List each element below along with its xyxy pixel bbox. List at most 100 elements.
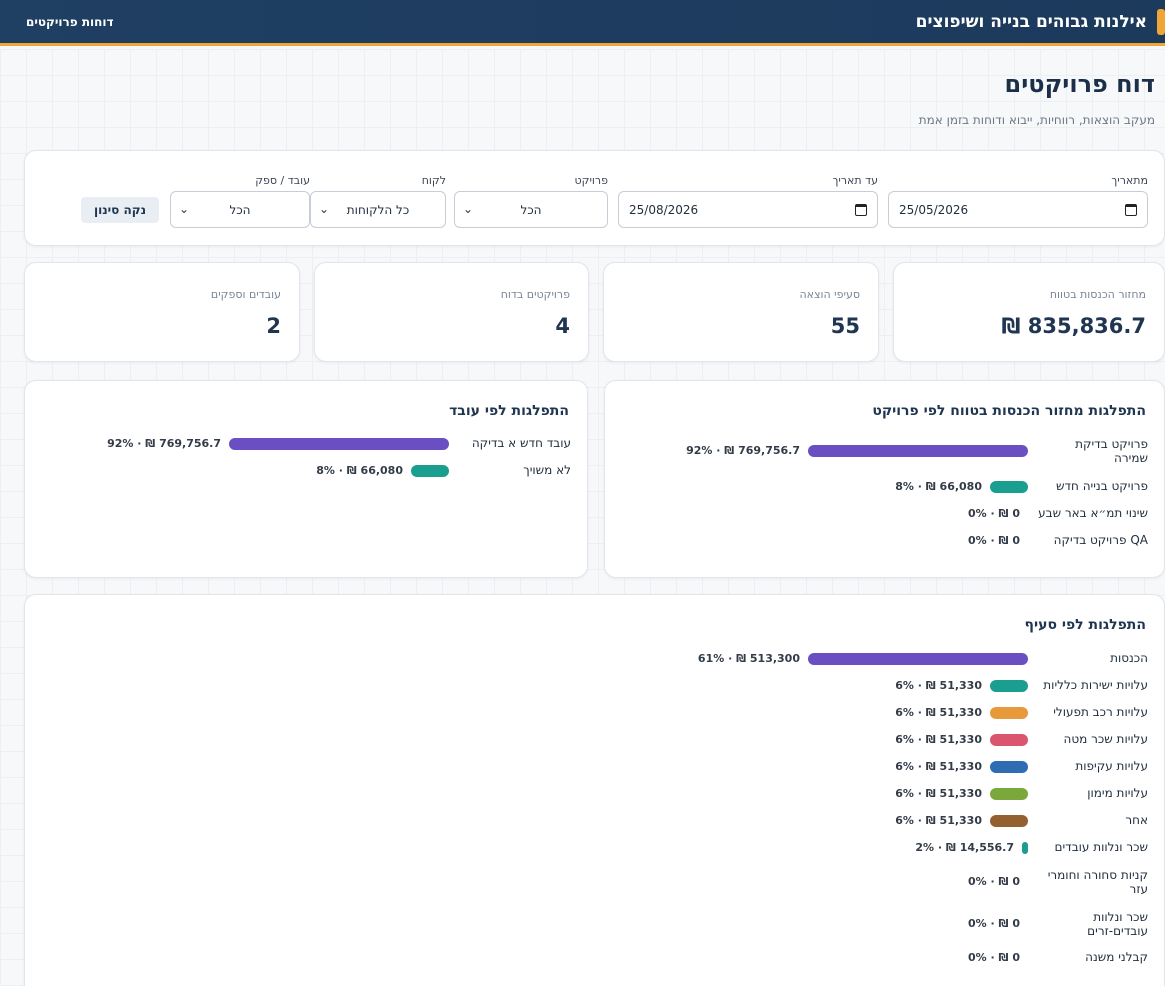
row-bar	[990, 481, 1028, 493]
row-value: 0 ₪ · 0%	[968, 875, 1020, 888]
breakdown-row: פרויקט בנייה חדש 66,080 ₪ · 8%	[605, 479, 1164, 499]
breakdown-row: שינוי תמ״א באר שבע 0 ₪ · 0%	[605, 506, 1164, 526]
row-bar	[990, 680, 1028, 692]
row-bar	[990, 815, 1028, 827]
client-select-value: כל הלקוחות	[346, 202, 410, 217]
row-bar	[808, 653, 1028, 665]
client-filter-label: לקוח	[421, 174, 446, 187]
breakdown-row: עלויות עקיפות 51,330 ₪ · 6%	[25, 759, 1164, 779]
row-bar	[808, 445, 1028, 457]
breakdown-row: שכר ונלוות עובדים 14,556.7 ₪ · 2%	[25, 840, 1164, 860]
from-date-value: 25/05/2026	[899, 202, 969, 217]
brand-accent	[1157, 8, 1165, 35]
stat-label: מחזור הכנסות בטווח	[1049, 288, 1146, 301]
client-select[interactable]: כל הלקוחות ⌄	[310, 191, 446, 228]
stat-value: 2	[266, 314, 281, 338]
chevron-down-icon: ⌄	[179, 202, 190, 216]
by-project-panel: התפלגות מחזור הכנסות בטווח לפי פרויקט פר…	[604, 380, 1165, 578]
page-subtitle: מעקב הוצאות, רווחיות, ייבוא ודוחות בזמן …	[918, 113, 1155, 127]
stat-label: פרויקטים בדוח	[500, 288, 570, 301]
filters-card: מתאריך 25/05/2026 עד תאריך 25/08/2026 פר…	[24, 150, 1165, 246]
chevron-down-icon: ⌄	[319, 202, 330, 216]
row-bar	[1022, 842, 1028, 854]
by-worker-panel: התפלגות לפי עובד עובד חדש א בדיקה 769,756…	[24, 380, 588, 578]
clear-filters-button[interactable]: נקה סינון	[81, 197, 159, 223]
row-value: 0 ₪ · 0%	[968, 917, 1020, 930]
row-bar	[990, 734, 1028, 746]
top-navbar: אילנות גבוהים בנייה ושיפוצים דוחות פרויק…	[0, 0, 1165, 46]
row-value: 14,556.7 ₪ · 2%	[915, 841, 1014, 854]
row-value: 51,330 ₪ · 6%	[895, 814, 982, 827]
row-label: שינוי תמ״א באר שבע	[1038, 506, 1148, 520]
row-value: 66,080 ₪ · 8%	[895, 480, 982, 493]
row-label: קניות סחורה וחומרי עזר	[1047, 868, 1148, 896]
project-select-value: הכל	[520, 202, 542, 217]
row-bar	[229, 438, 449, 450]
row-value: 51,330 ₪ · 6%	[895, 733, 982, 746]
row-value: 51,330 ₪ · 6%	[895, 706, 982, 719]
calendar-icon[interactable]	[1125, 203, 1137, 216]
breakdown-row: עלויות שכר מטה 51,330 ₪ · 6%	[25, 732, 1164, 752]
row-label: עלויות רכב תפעולי	[1053, 705, 1148, 719]
breakdown-row: קניות סחורה וחומרי עזר 0 ₪ · 0%	[25, 868, 1164, 896]
stat-label: עובדים וספקים	[210, 288, 281, 301]
to-date-value: 25/08/2026	[629, 202, 699, 217]
page-title: דוח פרויקטים	[1004, 70, 1155, 98]
stat-card-workers: עובדים וספקים 2	[24, 262, 300, 362]
row-value: 769,756.7 ₪ · 92%	[107, 437, 221, 450]
panel-title: התפלגות מחזור הכנסות בטווח לפי פרויקט	[872, 403, 1146, 419]
stat-value: 55	[830, 314, 860, 338]
from-date-label: מתאריך	[1111, 174, 1148, 187]
nav-link-project-reports[interactable]: דוחות פרויקטים	[26, 14, 114, 29]
row-bar	[990, 788, 1028, 800]
row-label: עלויות עקיפות	[1075, 759, 1148, 773]
by-category-panel: התפלגות לפי סעיף הכנסות 513,300 ₪ · 61% על…	[24, 594, 1165, 986]
stat-card-revenue: מחזור הכנסות בטווח 835,836.7 ₪	[893, 262, 1165, 362]
breakdown-row: עלויות מימון 51,330 ₪ · 6%	[25, 786, 1164, 806]
to-date-input[interactable]: 25/08/2026	[618, 191, 878, 228]
panel-title: התפלגות לפי סעיף	[1024, 617, 1146, 633]
breakdown-row: QA פרויקט בדיקה 0 ₪ · 0%	[605, 533, 1164, 553]
stat-card-projects: פרויקטים בדוח 4	[314, 262, 589, 362]
project-select[interactable]: הכל ⌄	[454, 191, 608, 228]
worker-filter-label: עובד / ספק	[255, 174, 310, 187]
breakdown-row: עובד חדש א בדיקה 769,756.7 ₪ · 92%	[25, 436, 587, 456]
row-value: 769,756.7 ₪ · 92%	[686, 444, 800, 457]
row-label: שכר ונלוות עובדים-זרים	[1087, 910, 1148, 938]
breakdown-row: שכר ונלוות עובדים-זרים 0 ₪ · 0%	[25, 910, 1164, 938]
row-label: עלויות מימון	[1087, 786, 1148, 800]
to-date-label: עד תאריך	[832, 174, 878, 187]
breakdown-row: עלויות ישירות כלליות 51,330 ₪ · 6%	[25, 678, 1164, 698]
row-label: לא משויך	[523, 463, 571, 477]
breakdown-row: פרויקט בדיקת שמירה 769,756.7 ₪ · 92%	[605, 437, 1164, 465]
breakdown-row: עלויות רכב תפעולי 51,330 ₪ · 6%	[25, 705, 1164, 725]
worker-select[interactable]: הכל ⌄	[170, 191, 310, 228]
breakdown-row: אחר 51,330 ₪ · 6%	[25, 813, 1164, 833]
row-value: 0 ₪ · 0%	[968, 507, 1020, 520]
row-label: הכנסות	[1110, 651, 1148, 665]
stat-value: 835,836.7 ₪	[1001, 314, 1146, 338]
row-bar	[990, 761, 1028, 773]
row-label: פרויקט בדיקת שמירה	[1075, 437, 1148, 465]
row-label: עלויות ישירות כלליות	[1043, 678, 1148, 692]
row-label: קבלני משנה	[1085, 950, 1148, 964]
breakdown-row: הכנסות 513,300 ₪ · 61%	[25, 651, 1164, 671]
row-value: 0 ₪ · 0%	[968, 534, 1020, 547]
brand-title: אילנות גבוהים בנייה ושיפוצים	[915, 11, 1147, 32]
row-bar	[411, 465, 449, 477]
row-label: אחר	[1125, 813, 1148, 827]
worker-select-value: הכל	[229, 202, 251, 217]
row-label: עובד חדש א בדיקה	[471, 436, 571, 450]
stat-card-expense-items: סעיפי הוצאה 55	[603, 262, 879, 362]
row-value: 0 ₪ · 0%	[968, 951, 1020, 964]
calendar-icon[interactable]	[855, 203, 867, 216]
row-label: פרויקט בנייה חדש	[1056, 479, 1148, 493]
panel-title: התפלגות לפי עובד	[449, 403, 569, 419]
row-bar	[990, 707, 1028, 719]
row-label: QA פרויקט בדיקה	[1053, 533, 1148, 547]
from-date-input[interactable]: 25/05/2026	[888, 191, 1148, 228]
stat-value: 4	[555, 314, 570, 338]
row-label: שכר ונלוות עובדים	[1054, 840, 1149, 854]
row-value: 51,330 ₪ · 6%	[895, 760, 982, 773]
stat-label: סעיפי הוצאה	[799, 288, 860, 301]
